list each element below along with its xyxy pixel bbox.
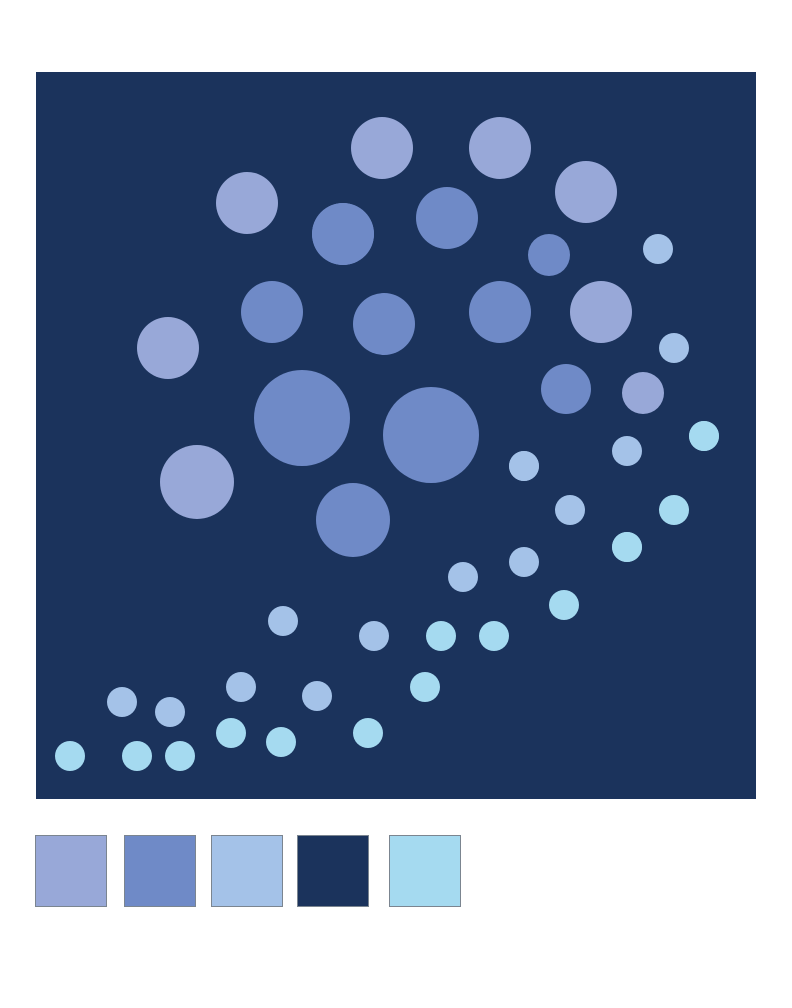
dot-47 (509, 451, 539, 481)
dot-11 (469, 281, 531, 343)
dot-39 (216, 718, 246, 748)
dot-34 (107, 687, 137, 717)
dot-8 (643, 234, 673, 264)
dot-24 (555, 495, 585, 525)
dot-29 (549, 590, 579, 620)
swatch-powder-blue (211, 835, 283, 907)
dot-35 (226, 672, 256, 702)
dot-37 (410, 672, 440, 702)
dot-46 (689, 421, 719, 451)
dot-19 (160, 445, 234, 519)
dot-5 (416, 187, 478, 249)
dot-28 (448, 562, 478, 592)
swatch-cornflower (124, 835, 196, 907)
dot-20 (316, 483, 390, 557)
dot-30 (268, 606, 298, 636)
dot-45 (612, 532, 642, 562)
dot-10 (353, 293, 415, 355)
dot-48 (312, 203, 374, 265)
dot-44 (165, 741, 195, 771)
dot-40 (266, 727, 296, 757)
dot-42 (55, 741, 85, 771)
dot-15 (254, 370, 350, 466)
dot-38 (155, 697, 185, 727)
dot-16 (383, 387, 479, 483)
dot-pattern-artboard (36, 72, 756, 799)
dot-14 (659, 333, 689, 363)
dot-9 (241, 281, 303, 343)
dot-13 (137, 317, 199, 379)
dot-25 (659, 495, 689, 525)
swatch-periwinkle (35, 835, 107, 907)
dot-6 (555, 161, 617, 223)
dot-22 (612, 436, 642, 466)
dot-31 (359, 621, 389, 651)
dot-pattern-canvas (36, 72, 756, 799)
dot-17 (541, 364, 591, 414)
dot-18 (622, 372, 664, 414)
dot-3 (216, 172, 278, 234)
dot-33 (479, 621, 509, 651)
swatch-navy (297, 835, 369, 907)
dot-7 (528, 234, 570, 276)
dot-41 (353, 718, 383, 748)
dot-1 (351, 117, 413, 179)
dot-36 (302, 681, 332, 711)
dot-12 (570, 281, 632, 343)
dot-2 (469, 117, 531, 179)
dot-27 (509, 547, 539, 577)
swatch-sky-blue (389, 835, 461, 907)
dot-32 (426, 621, 456, 651)
dot-43 (122, 741, 152, 771)
